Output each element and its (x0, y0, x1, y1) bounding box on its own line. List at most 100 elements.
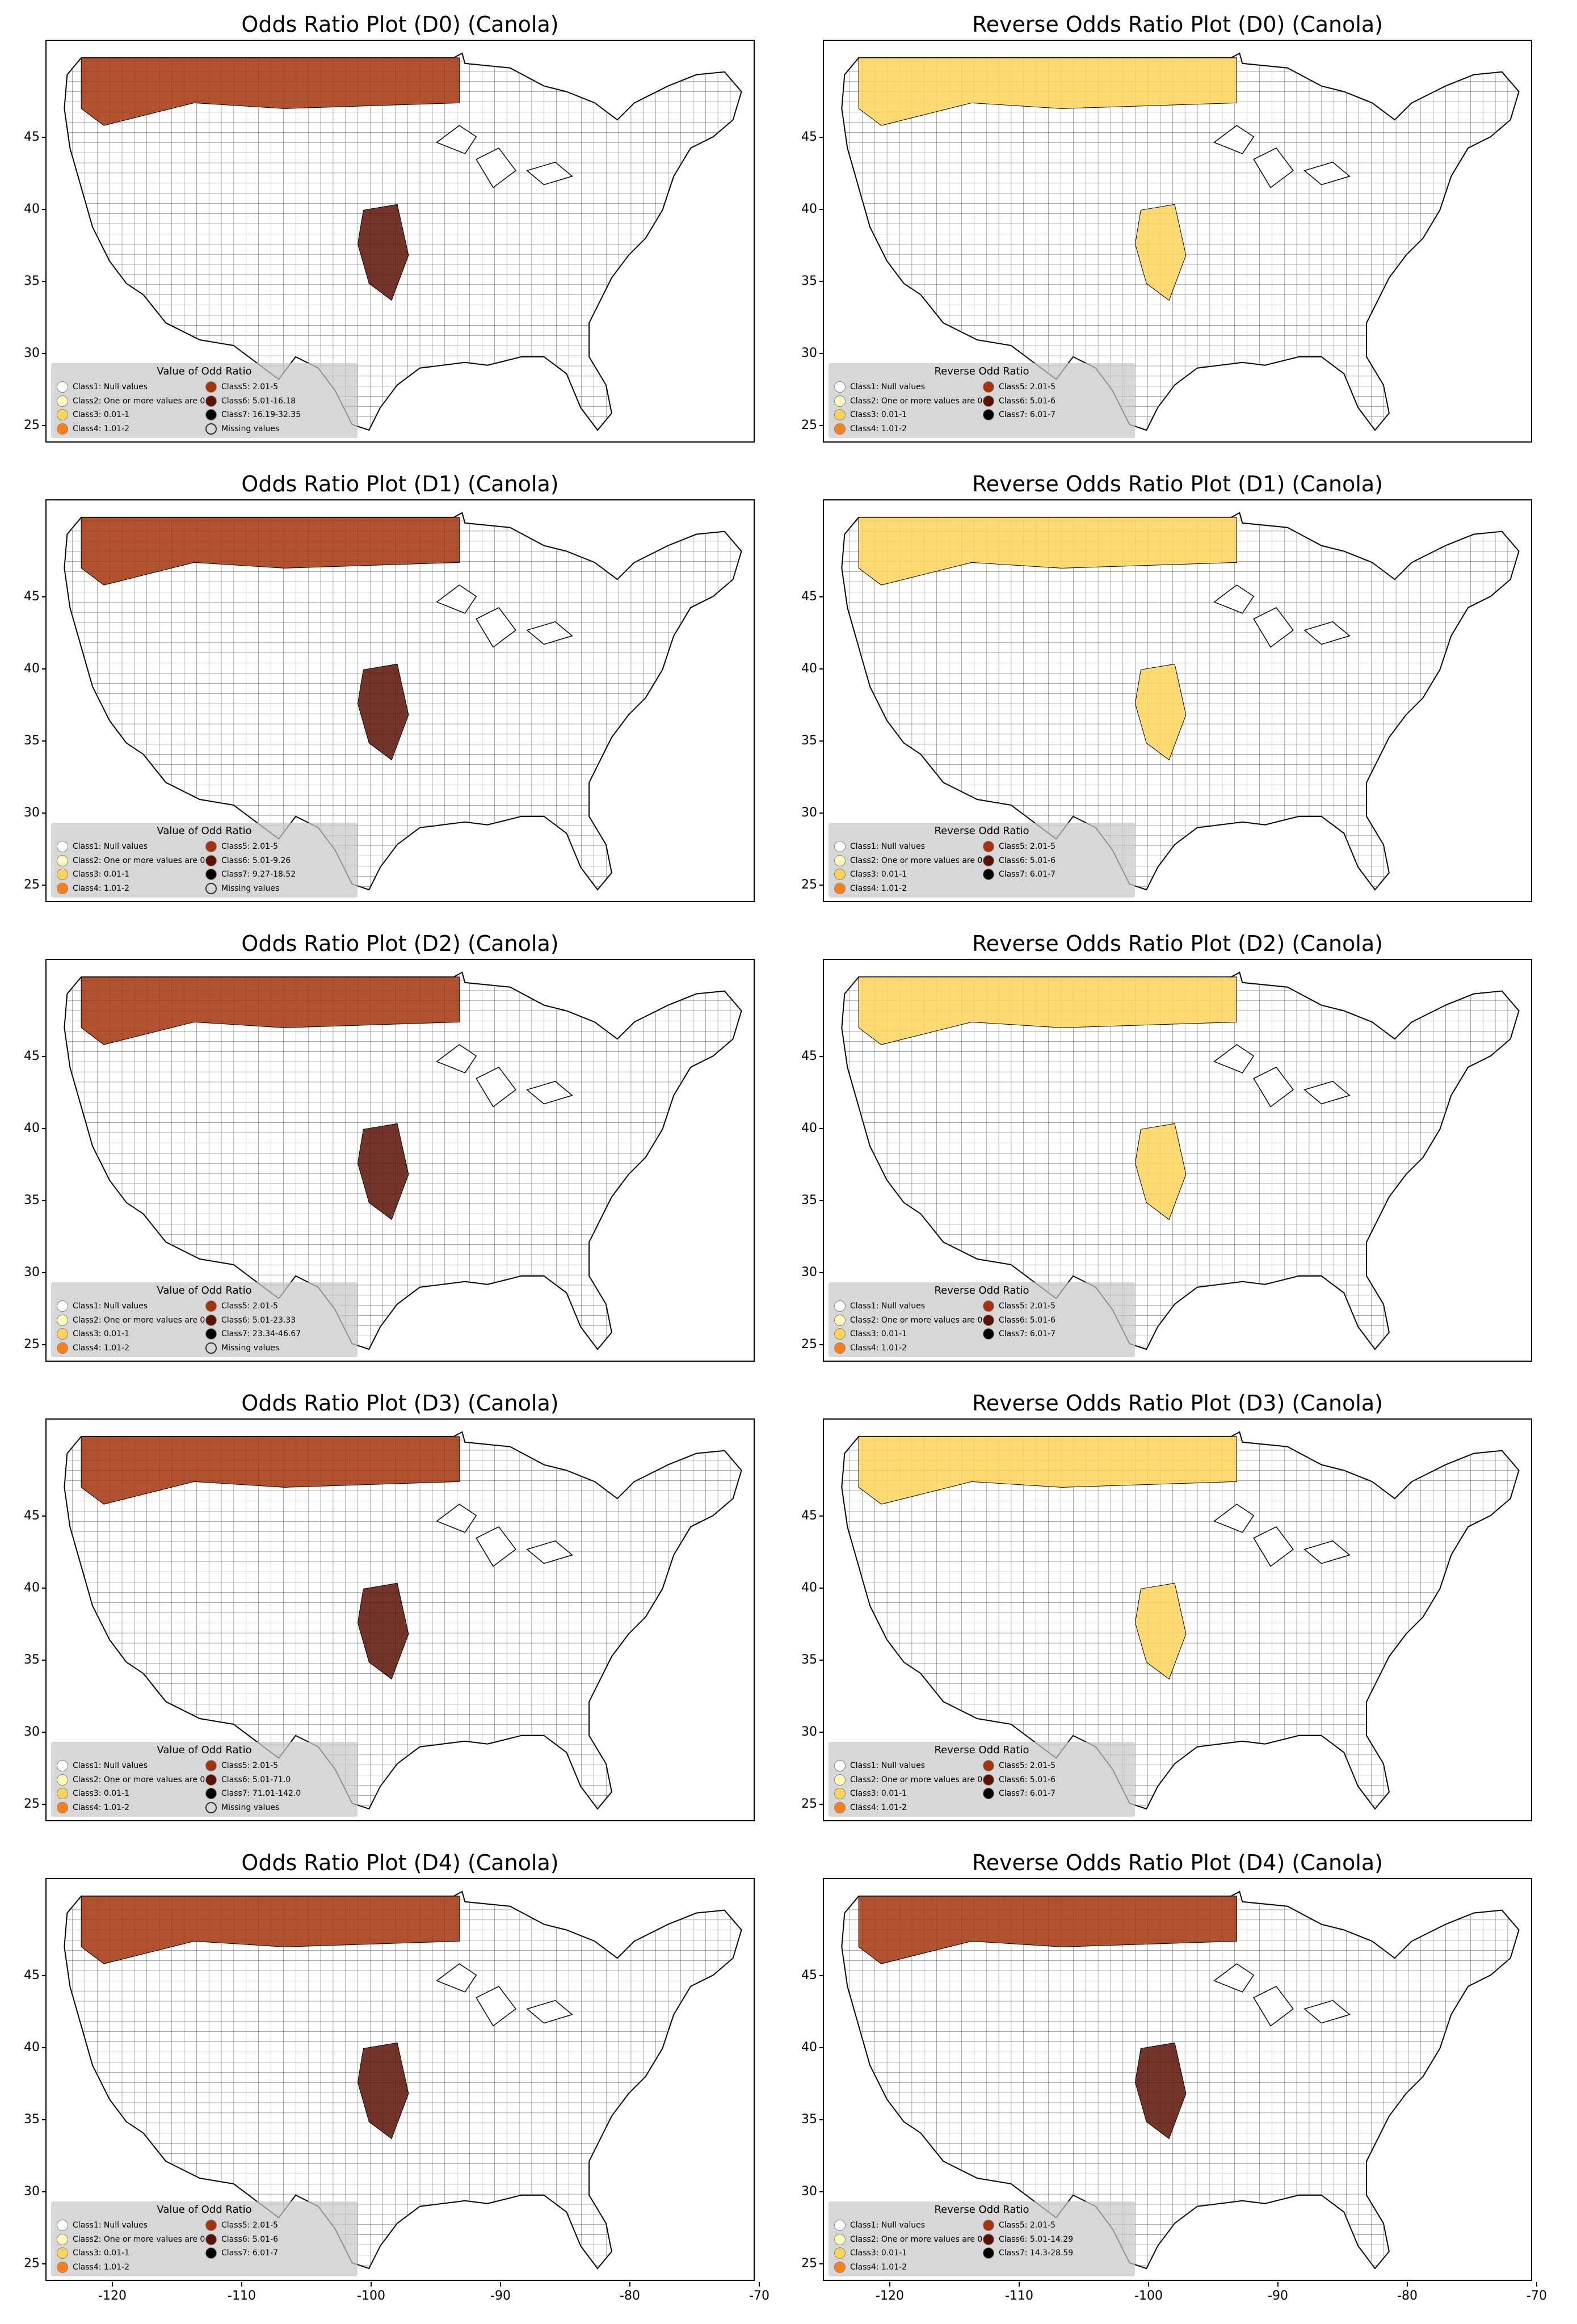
legend-item: Class5: 2.01-5 (205, 1299, 354, 1313)
panel-odds-d3: Odds Ratio Plot (D3) (Canola) Value of O… (24, 1390, 755, 1850)
legend-label: Class5: 2.01-5 (221, 1302, 279, 1311)
legend-swatch-icon (834, 841, 846, 853)
southern-region (357, 663, 409, 761)
y-tick-label: 35 (787, 1194, 824, 1207)
y-tick-label: 25 (787, 879, 824, 891)
y-tick-label: 40 (787, 663, 824, 675)
legend-label: Class1: Null values (73, 382, 148, 392)
legend-label: Class5: 2.01-5 (999, 1761, 1056, 1771)
legend-item: Class6: 5.01-6 (983, 854, 1132, 868)
panel-title: Reverse Odds Ratio Plot (D2) (Canola) (972, 931, 1383, 956)
panel-reverse-d1: Reverse Odds Ratio Plot (D1) (Canola) Re… (801, 471, 1532, 931)
panel-reverse-d2: Reverse Odds Ratio Plot (D2) (Canola) Re… (801, 931, 1532, 1390)
map-frame: Reverse Odd Ratio Class1: Null values Clas… (823, 499, 1532, 902)
legend-item: Class6: 5.01-16.18 (205, 394, 354, 409)
map-frame: Value of Odd Ratio Class1: Null values Cla… (45, 40, 755, 443)
x-tick-label: -100 (348, 2282, 394, 2303)
legend-item: Class4: 1.01-2 (57, 1341, 205, 1355)
map-frame: Reverse Odd Ratio Class1: Null values Clas… (823, 40, 1532, 443)
legend-title: Reverse Odd Ratio (934, 365, 1029, 377)
legend-swatch-icon (57, 1760, 68, 1772)
legend-swatch-icon (983, 841, 994, 853)
legend-item: Class5: 2.01-5 (983, 380, 1132, 394)
legend-swatch-icon (57, 2233, 68, 2245)
y-tick-label: 45 (9, 1510, 47, 1522)
legend-item: Missing values (205, 422, 354, 436)
legend-item: Missing values (205, 882, 354, 896)
legend-label: Class5: 2.01-5 (999, 382, 1056, 392)
map-frame: Reverse Odd Ratio Class1: Null values Clas… (823, 1878, 1532, 2281)
legend-swatch-icon (205, 1801, 217, 1813)
panel-title: Reverse Odds Ratio Plot (D4) (Canola) (972, 1850, 1383, 1875)
legend-label: Class4: 1.01-2 (850, 883, 907, 893)
x-tick-label: -120 (867, 2282, 912, 2303)
legend: Value of Odd Ratio Class1: Null values Cla… (51, 1742, 358, 1817)
y-tick-label: 40 (9, 663, 47, 675)
legend-title: Reverse Odd Ratio (934, 1744, 1029, 1756)
legend-swatch-icon (205, 381, 217, 393)
legend-swatch-icon (983, 1760, 994, 1772)
legend-swatch-icon (983, 1774, 994, 1786)
y-tick-label: 40 (9, 203, 47, 216)
legend-label: Class6: 5.01-16.18 (221, 396, 296, 406)
legend-item: Class7: 71.01-142.0 (205, 1787, 354, 1801)
legend-label: Class1: Null values (73, 1302, 148, 1311)
legend: Value of Odd Ratio Class1: Null values Cla… (51, 2201, 358, 2276)
legend-item: Class7: 14.3-28.59 (983, 2246, 1132, 2260)
legend-label: Class3: 0.01-1 (850, 410, 907, 420)
panel-odds-d2: Odds Ratio Plot (D2) (Canola) Value of O… (24, 931, 755, 1390)
y-tick-label: 40 (787, 2041, 824, 2054)
legend: Value of Odd Ratio Class1: Null values Cla… (51, 823, 358, 898)
legend-label: Class5: 2.01-5 (221, 382, 279, 392)
x-tick-label: -120 (90, 2282, 135, 2303)
county-map (841, 971, 1520, 1350)
legend-item: Class5: 2.01-5 (205, 1759, 354, 1773)
legend-swatch-icon (57, 1774, 68, 1786)
legend-label: Class3: 0.01-1 (850, 1329, 907, 1339)
legend-swatch-icon (57, 381, 68, 393)
y-tick-label: 35 (787, 1654, 824, 1666)
legend-title: Value of Odd Ratio (157, 365, 252, 377)
y-tick-label: 35 (787, 275, 824, 288)
legend-label: Class7: 23.34-46.67 (221, 1329, 301, 1339)
legend-swatch-icon (57, 409, 68, 421)
legend-swatch-icon (205, 841, 217, 853)
legend-item: Class2: One or more values are 0 (57, 1773, 205, 1787)
legend-item: Class7: 6.01-7 (205, 2246, 354, 2260)
legend-label: Class4: 1.01-2 (73, 424, 130, 433)
y-tick-label: 45 (787, 1510, 824, 1522)
legend-swatch-icon (834, 423, 846, 435)
panel-title: Odds Ratio Plot (D0) (Canola) (241, 12, 559, 37)
legend-item: Class2: One or more values are 0 (57, 1313, 205, 1328)
legend-label: Class7: 6.01-7 (999, 870, 1056, 879)
legend-label: Class6: 5.01-6 (221, 2234, 279, 2244)
legend-swatch-icon (205, 2220, 217, 2232)
y-tick-label: 45 (787, 131, 824, 144)
legend-label: Class7: 6.01-7 (999, 1789, 1056, 1799)
legend-swatch-icon (983, 1300, 994, 1312)
legend-item: Class3: 0.01-1 (57, 868, 205, 882)
legend-swatch-icon (205, 869, 217, 881)
legend-item: Class5: 2.01-5 (205, 840, 354, 854)
y-tick-label: 25 (787, 1338, 824, 1351)
legend-swatch-icon (57, 854, 68, 866)
legend-item: Class4: 1.01-2 (57, 2260, 205, 2275)
legend-label: Class3: 0.01-1 (850, 1789, 907, 1799)
legend-item: Class4: 1.01-2 (57, 1801, 205, 1815)
y-tick-label: 40 (9, 2041, 47, 2054)
legend-swatch-icon (57, 1328, 68, 1340)
x-tick-label: -90 (478, 2282, 523, 2303)
map-frame: Value of Odd Ratio Class1: Null values Cla… (45, 1418, 755, 1821)
legend-swatch-icon (205, 1300, 217, 1312)
legend-swatch-icon (983, 869, 994, 881)
great-lakes (436, 125, 573, 188)
legend-item: Class2: One or more values are 0 (834, 854, 983, 868)
legend-item: Class7: 6.01-7 (983, 408, 1132, 422)
y-tick-label: 25 (9, 419, 47, 432)
panel-reverse-d3: Reverse Odds Ratio Plot (D3) (Canola) Re… (801, 1390, 1532, 1850)
legend-swatch-icon (205, 1788, 217, 1800)
legend-item: Class2: One or more values are 0 (834, 2233, 983, 2247)
legend-swatch-icon (983, 2247, 994, 2259)
legend-item: Class1: Null values (57, 840, 205, 854)
legend-item: Class1: Null values (57, 1759, 205, 1773)
